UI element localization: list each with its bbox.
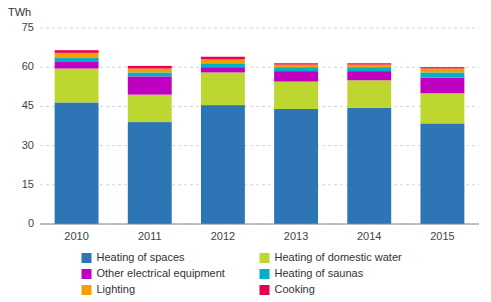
legend-swatch: [260, 269, 270, 279]
bar-segment: [274, 65, 318, 68]
bar-segment: [347, 108, 391, 224]
x-tick-label: 2011: [138, 230, 162, 242]
bar-segment: [55, 58, 99, 62]
bar-segment: [347, 80, 391, 107]
grid-line: [40, 106, 479, 107]
bar-segment: [201, 57, 245, 60]
bar-segment: [55, 50, 99, 53]
bar-segment: [420, 78, 464, 94]
legend-label: Heating of spaces: [97, 251, 186, 263]
y-tick-label: 60: [22, 60, 34, 72]
legend-label: Heating of domestic water: [275, 251, 403, 263]
bar-segment: [128, 69, 172, 73]
bar-segment: [274, 71, 318, 81]
bar-segment: [347, 71, 391, 80]
x-tick-label: 2014: [357, 230, 381, 242]
legend-label: Lighting: [97, 283, 136, 295]
y-tick-label: 0: [28, 217, 34, 229]
legend-swatch: [82, 285, 92, 295]
y-tick-label: 75: [22, 21, 34, 33]
bar-segment: [420, 93, 464, 123]
bar-segment: [274, 63, 318, 64]
legend-label: Other electrical equipment: [97, 267, 225, 279]
y-tick-label: 30: [22, 139, 34, 151]
bars: [55, 50, 465, 224]
x-tick-label: 2013: [284, 230, 308, 242]
bar-segment: [128, 76, 172, 94]
legend: Heating of spaces Heating of domestic wat…: [82, 251, 403, 295]
x-tick-label: 2015: [430, 230, 454, 242]
chart: 0 15 30 45 60 75 TWh 2010 2011 2012 2013 2014 2015 He…: [0, 0, 491, 302]
grid-line: [40, 145, 479, 146]
bar-segment: [420, 67, 464, 68]
y-axis-label: TWh: [8, 6, 31, 18]
legend-label: Cooking: [275, 283, 315, 295]
y-tick-label: 15: [22, 178, 34, 190]
bar-segment: [201, 67, 245, 72]
bar-segment: [201, 63, 245, 67]
legend-swatch: [260, 285, 270, 295]
legend-swatch: [82, 253, 92, 263]
y-tick-label: 45: [22, 99, 34, 111]
bar-segment: [55, 53, 99, 58]
legend-label: Heating of saunas: [275, 267, 364, 279]
bar-segment: [347, 65, 391, 68]
bar-segment: [128, 72, 172, 76]
bar-segment: [201, 105, 245, 224]
x-tick-label: 2010: [64, 230, 88, 242]
bar-segment: [201, 59, 245, 63]
x-axis-line: [40, 224, 479, 225]
bar-segment: [201, 72, 245, 105]
bar-segment: [128, 122, 172, 224]
grid-line: [40, 28, 479, 29]
grid-line: [40, 224, 479, 225]
bar-segment: [347, 67, 391, 71]
grid-line: [40, 184, 479, 185]
bar-segment: [347, 63, 391, 64]
bar-segment: [55, 62, 99, 69]
grid-line: [40, 67, 479, 68]
bar-segment: [274, 109, 318, 224]
bar-segment: [274, 67, 318, 71]
bar-segment: [420, 69, 464, 73]
bar-segment: [128, 66, 172, 69]
bar-segment: [55, 69, 99, 103]
legend-swatch: [260, 253, 270, 263]
bar-segment: [274, 82, 318, 109]
bar-segment: [128, 95, 172, 122]
bar-segment: [55, 102, 99, 224]
x-tick-label: 2012: [211, 230, 235, 242]
bar-segment: [420, 123, 464, 224]
bar-segment: [420, 72, 464, 77]
legend-swatch: [82, 269, 92, 279]
y-grid: [40, 28, 479, 224]
